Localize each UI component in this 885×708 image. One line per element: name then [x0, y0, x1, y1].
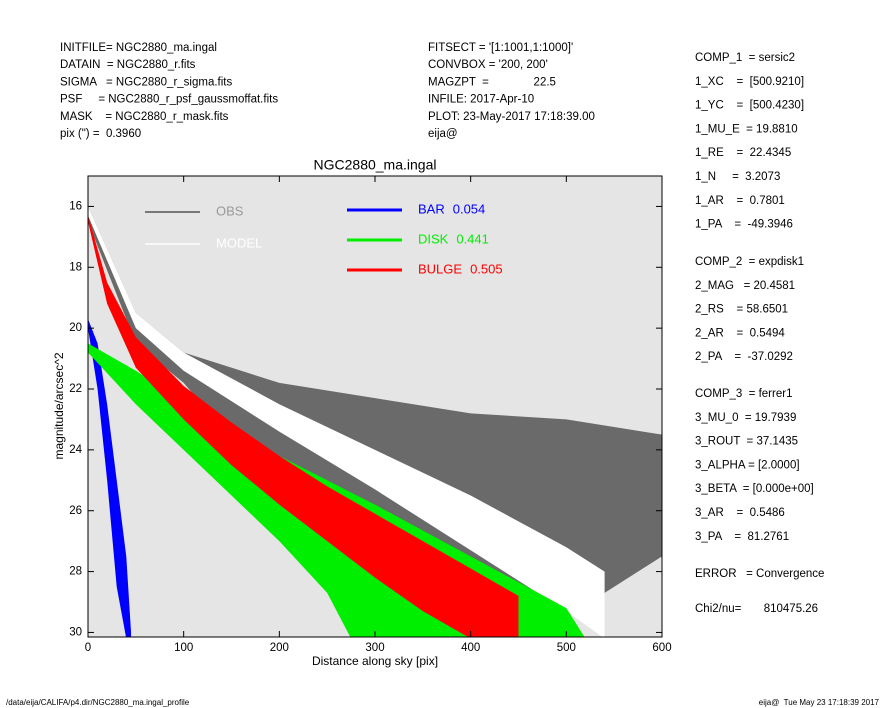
- legend-fraction: 0.505: [470, 261, 503, 276]
- legend-fraction: 0.441: [456, 231, 489, 246]
- legend-label: DISK: [418, 231, 449, 246]
- x-tick-label: 500: [557, 642, 576, 654]
- header-line: PLOT: 23-May-2017 17:18:39.00: [428, 111, 595, 123]
- parameter-line: 1_YC = [500.4230]: [695, 100, 804, 112]
- chart-title: NGC2880_ma.ingal: [314, 157, 437, 173]
- footer-date: eija@ Tue May 23 17:18:39 2017: [759, 698, 880, 707]
- parameter-line: 1_MU_E = 19.8810: [695, 123, 798, 135]
- y-tick-label: 18: [69, 261, 82, 273]
- parameter-line: 1_PA = -49.3946: [695, 219, 793, 231]
- header-line: INITFILE= NGC2880_ma.ingal: [60, 42, 217, 54]
- parameter-line: 2_MAG = 20.4581: [695, 280, 795, 292]
- header-line: pix (") = 0.3960: [60, 128, 141, 140]
- y-axis-label: magnitude/arcsec^2: [52, 352, 66, 459]
- y-tick-label: 16: [69, 200, 82, 212]
- y-tick-label: 30: [69, 626, 82, 638]
- parameter-line: 2_PA = -37.0292: [695, 351, 793, 363]
- y-tick-label: 28: [69, 566, 82, 578]
- legend-label: BAR: [418, 201, 445, 216]
- legend-fraction: 0.054: [453, 201, 486, 216]
- parameter-line: Chi2/nu= 810475.26: [695, 603, 818, 615]
- profile-band: [88, 206, 605, 637]
- header-line: MAGZPT = 22.5: [428, 76, 556, 88]
- header-line: INFILE: 2017-Apr-10: [428, 94, 534, 106]
- parameter-line: 1_XC = [500.9210]: [695, 76, 804, 88]
- header-line: CONVBOX = '200, 200': [428, 59, 548, 71]
- x-tick-label: 300: [365, 642, 384, 654]
- x-tick-label: 200: [270, 642, 289, 654]
- plot-layer: [88, 206, 662, 637]
- header-line: eija@: [428, 128, 458, 140]
- y-tick-label: 20: [69, 322, 82, 334]
- y-tick-label: 26: [69, 505, 82, 517]
- parameter-line: 1_N = 3.2073: [695, 171, 780, 183]
- parameter-line: 1_AR = 0.7801: [695, 195, 785, 207]
- parameter-line: 3_BETA = [0.000e+00]: [695, 483, 814, 495]
- parameter-line: 3_MU_0 = 19.7939: [695, 412, 796, 424]
- profile-band: [88, 319, 132, 637]
- parameter-line: COMP_2 = expdisk1: [695, 256, 804, 268]
- legend-label: BULGE: [418, 261, 462, 276]
- legend-label: OBS: [216, 203, 244, 218]
- x-axis-label: Distance along sky [pix]: [312, 654, 438, 668]
- y-tick-label: 24: [69, 444, 82, 456]
- parameter-line: COMP_3 = ferrer1: [695, 388, 792, 400]
- x-tick-label: 600: [652, 642, 671, 654]
- header-line: PSF = NGC2880_r_psf_gaussmoffat.fits: [60, 94, 278, 106]
- parameter-line: ERROR = Convergence: [695, 568, 824, 580]
- header-line: DATAIN = NGC2880_r.fits: [60, 59, 196, 71]
- x-tick-label: 400: [461, 642, 480, 654]
- footer-path: /data/eija/CALIFA/p4.dir/NGC2880_ma.inga…: [6, 698, 190, 707]
- parameter-line: 1_RE = 22.4345: [695, 147, 791, 159]
- header-line: MASK = NGC2880_r_mask.fits: [60, 111, 229, 123]
- parameter-line: 3_AR = 0.5486: [695, 507, 785, 519]
- parameter-line: 2_RS = 58.6501: [695, 304, 788, 316]
- profile-band: [88, 215, 519, 637]
- parameter-line: COMP_1 = sersic2: [695, 52, 795, 64]
- parameter-line: 3_ALPHA = [2.0000]: [695, 459, 800, 471]
- legend-label: MODEL: [216, 235, 262, 250]
- x-tick-label: 100: [174, 642, 193, 654]
- parameter-line: 3_PA = 81.2761: [695, 531, 789, 543]
- parameter-line: 2_AR = 0.5494: [695, 327, 785, 339]
- profile-band: [88, 206, 662, 618]
- x-tick-label: 0: [85, 642, 91, 654]
- header-line: SIGMA = NGC2880_r_sigma.fits: [60, 76, 232, 88]
- parameter-line: 3_ROUT = 37.1435: [695, 436, 798, 448]
- header-line: FITSECT = '[1:1001,1:1000]': [428, 42, 573, 54]
- y-tick-label: 22: [69, 383, 82, 395]
